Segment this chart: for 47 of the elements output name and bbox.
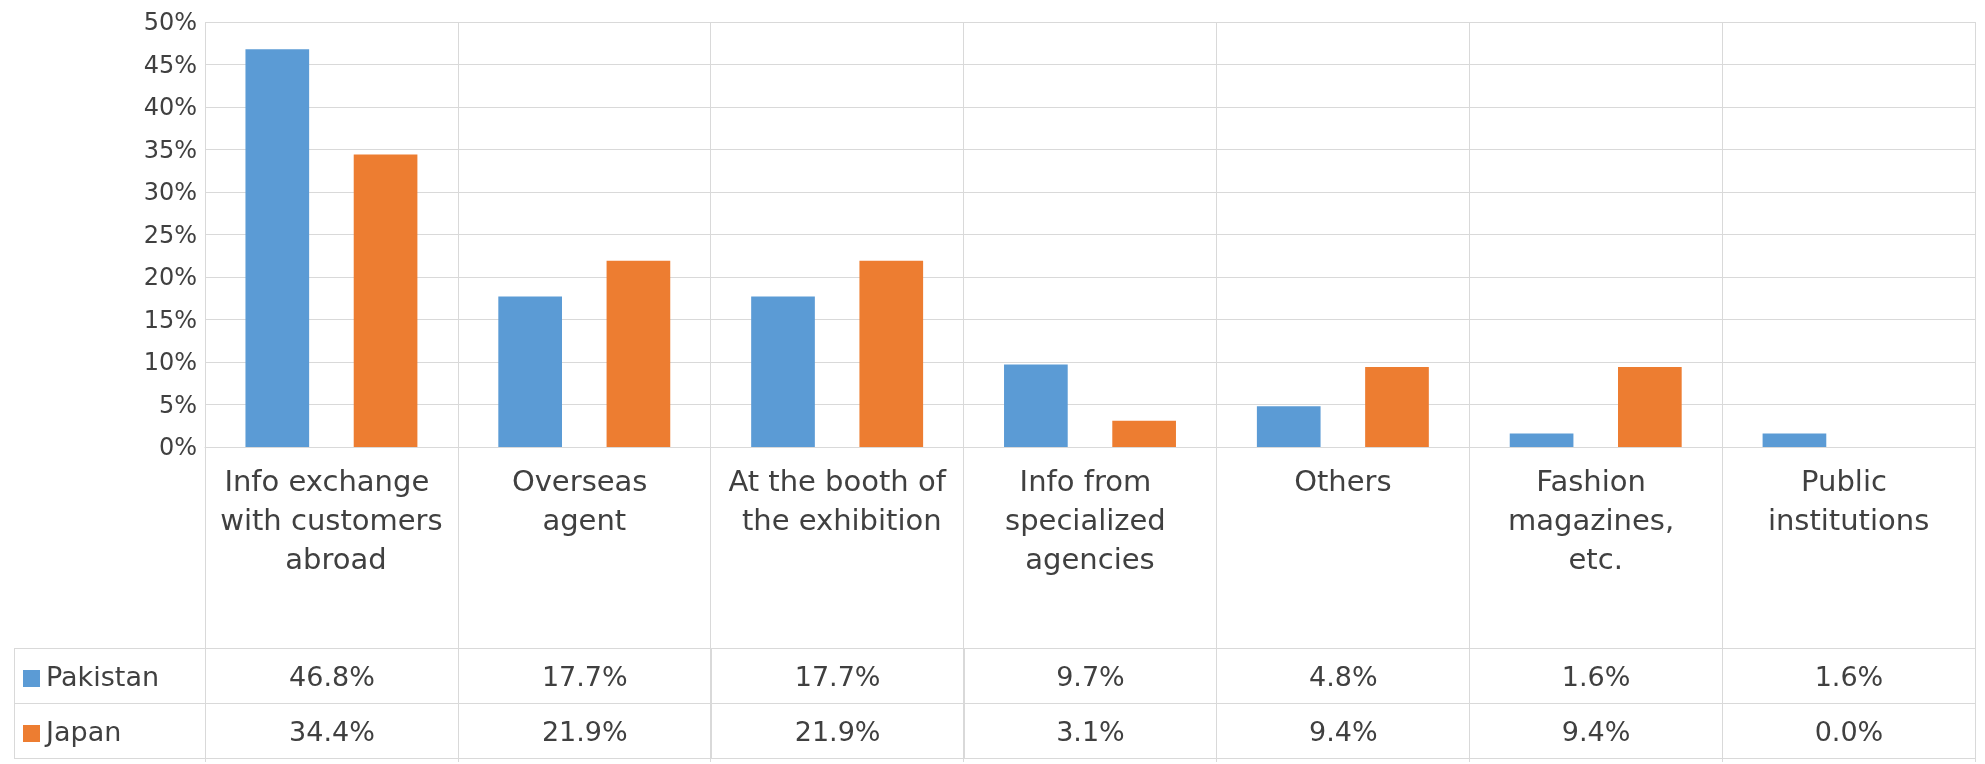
y-tick-label: 45% [143, 50, 197, 79]
data-label: 9.4% [1216, 703, 1470, 759]
data-label: 4.8% [1216, 648, 1470, 704]
data-label: 21.9% [711, 703, 965, 759]
bar [1004, 364, 1068, 447]
bar [353, 154, 418, 447]
bar [859, 260, 924, 447]
bar [1256, 406, 1321, 447]
bar [1112, 420, 1176, 447]
data-label: 1.6% [1722, 648, 1976, 704]
data-label: 21.9% [458, 703, 712, 759]
bar [1762, 433, 1827, 447]
data-label: 17.7% [458, 648, 712, 704]
y-tick-label: 0% [158, 433, 197, 461]
bar [1509, 433, 1574, 447]
data-label: 34.4% [205, 703, 459, 759]
y-tick-label: 35% [143, 135, 197, 164]
x-tick-label: Info exchange with customers abroad [220, 463, 443, 576]
data-label: 3.1% [964, 703, 1217, 759]
bar [498, 296, 562, 447]
y-tick-label: 30% [143, 178, 197, 206]
bar [606, 260, 671, 447]
x-tick-label: Fashion magazines, etc. [1508, 463, 1684, 576]
x-tick-label: Overseas agent [511, 463, 657, 537]
data-label: 9.4% [1469, 703, 1723, 759]
y-tick-label: 25% [143, 220, 197, 249]
bar [751, 296, 815, 447]
legend-label: Pakistan [14, 648, 206, 704]
x-tick-label: Public institutions [1767, 463, 1930, 537]
data-label: 9.7% [964, 648, 1217, 704]
y-tick-label: 5% [158, 390, 197, 419]
x-tick-label: Info from specialized agencies [1005, 463, 1175, 576]
bar [1365, 367, 1429, 447]
x-tick-label: Others [1294, 463, 1392, 498]
data-label: 1.6% [1469, 648, 1723, 704]
legend-label: Japan [14, 703, 206, 759]
y-tick-label: 15% [143, 305, 197, 334]
data-label: 0.0% [1722, 703, 1976, 759]
x-tick-label: At the booth of the exhibition [728, 463, 947, 537]
bar [245, 49, 310, 447]
y-tick-label: 10% [143, 348, 197, 376]
data-label: 46.8% [205, 648, 459, 704]
y-tick-label: 50% [143, 8, 197, 36]
y-tick-label: 40% [143, 93, 197, 121]
y-tick-label: 20% [143, 263, 197, 291]
bar [1618, 367, 1682, 447]
data-label: 17.7% [711, 648, 965, 704]
